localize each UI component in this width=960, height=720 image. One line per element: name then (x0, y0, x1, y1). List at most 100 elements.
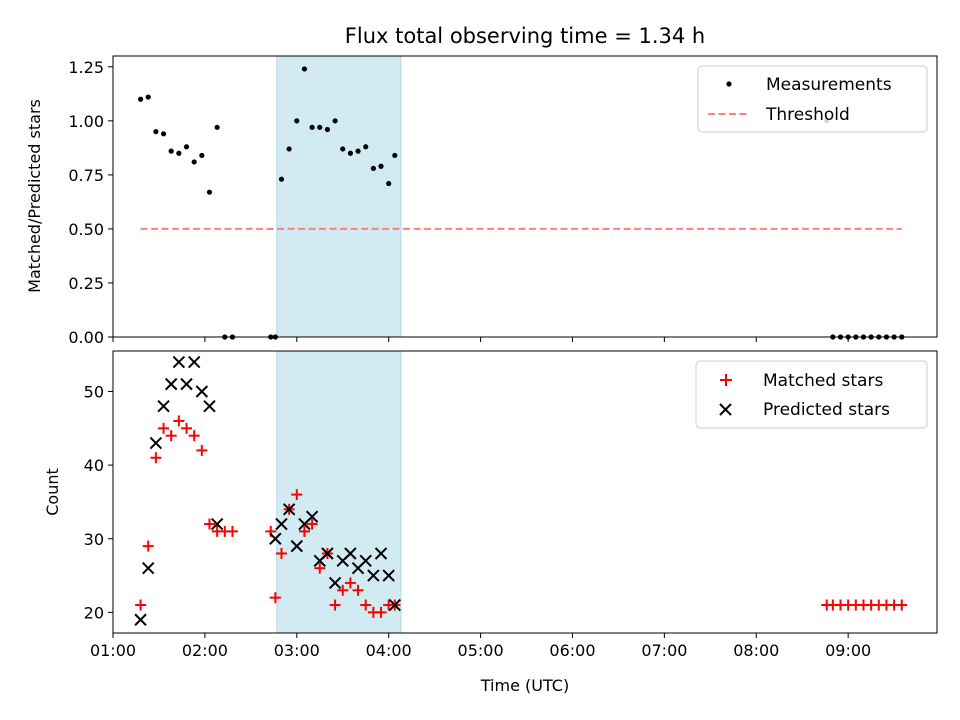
y-tick-label: 0.75 (68, 166, 104, 185)
measurement-point (153, 129, 159, 135)
x-axis-label: Time (UTC) (480, 676, 569, 695)
x-tick-label: 03:00 (274, 641, 320, 660)
measurement-point (378, 163, 384, 169)
matched-stars-point (226, 525, 238, 537)
bottom-axes-frame (112, 350, 938, 634)
measurement-point (191, 159, 197, 165)
measurement-point (183, 144, 190, 150)
measurement-point (332, 118, 338, 124)
predicted-stars-point (282, 503, 296, 516)
predicted-stars-point (142, 561, 155, 575)
predicted-stars-point (290, 539, 303, 553)
matched-stars-point (329, 599, 341, 611)
matched-stars-point (360, 599, 372, 611)
matched-stars-point (196, 444, 208, 456)
bottom-legend: Matched stars Predicted stars (695, 360, 928, 429)
measurement-point (386, 180, 392, 187)
legend-matched-label: Matched stars (763, 371, 883, 391)
bottom-y-axis-label: Count (43, 468, 62, 516)
matched-stars-point (203, 518, 215, 530)
matched-stars-point (337, 584, 349, 596)
matched-stars-point (352, 584, 364, 596)
predicted-stars-point (367, 569, 380, 582)
x-tick-label: 04:00 (366, 641, 412, 660)
matched-stars-point (165, 430, 177, 442)
matched-stars-point (135, 599, 147, 611)
top-panel: 0.00 0.25 0.50 0.75 1.00 1.25 Matched/Predict… (25, 55, 938, 347)
matched-stars-point (306, 518, 318, 530)
predicted-stars-point (187, 355, 201, 369)
bottom-plot-area (134, 350, 908, 634)
legend-measurements-marker (726, 81, 732, 87)
measurement-point (309, 124, 315, 130)
measurement-point (392, 152, 398, 159)
predicted-stars-point (374, 547, 388, 560)
y-tick-label: 40 (84, 456, 104, 475)
predicted-stars-point (172, 355, 186, 369)
predicted-stars-point (157, 400, 170, 413)
matched-stars-point (896, 599, 908, 611)
matched-stars-point (188, 430, 200, 442)
measurement-point (206, 189, 213, 195)
matched-stars-point (314, 562, 326, 574)
measurement-point (278, 176, 285, 182)
predicted-stars-point (180, 377, 193, 391)
measurement-point (286, 146, 292, 152)
predicted-stars-point (321, 547, 334, 560)
observing-interval-shade (276, 55, 402, 338)
legend-measurements-label: Measurements (766, 75, 892, 95)
legend-threshold-label: Threshold (765, 105, 850, 125)
matched-stars-point (344, 577, 356, 589)
x-tick-label: 01:00 (90, 641, 136, 660)
top-legend: Measurements Threshold (697, 65, 928, 133)
top-axes-frame (112, 55, 938, 338)
matched-stars-point (375, 606, 387, 618)
predicted-stars-point (305, 510, 319, 523)
legend-matched-marker (720, 374, 732, 386)
y-tick-label: 20 (84, 603, 104, 622)
matched-stars-point (269, 592, 281, 604)
x-tick-label: 06:00 (549, 641, 595, 660)
top-y-axis-label: Matched/Predicted stars (25, 99, 44, 293)
y-tick-label: 1.25 (68, 58, 104, 77)
bottom-y-ticks: 20 30 40 50 (84, 382, 113, 622)
measurement-point (347, 150, 353, 156)
measurement-point (145, 94, 151, 100)
measurement-point (363, 144, 369, 150)
y-tick-label: 0.00 (68, 328, 104, 347)
predicted-stars-point (382, 569, 395, 582)
predicted-stars-point (134, 613, 147, 626)
top-x-ticks (112, 337, 849, 342)
predicted-stars-point (164, 377, 178, 391)
matched-stars-point (173, 415, 185, 427)
measurement-point (137, 96, 144, 102)
matched-stars-point (291, 489, 303, 501)
measurement-point (355, 148, 361, 154)
legend-predicted-label: Predicted stars (763, 400, 890, 420)
y-tick-label: 1.00 (68, 112, 104, 131)
legend-predicted-marker (719, 403, 732, 416)
predicted-stars-point (149, 436, 163, 450)
measurement-point (214, 124, 220, 130)
measurement-point (160, 131, 167, 137)
x-tick-label: 08:00 (733, 641, 779, 660)
bottom-legend-box (695, 360, 928, 429)
x-tick-label: 09:00 (825, 641, 871, 660)
predicted-stars-point (359, 554, 372, 568)
measurement-point (340, 146, 346, 152)
matched-stars-point (142, 540, 154, 552)
predicted-stars-point (203, 400, 216, 413)
x-tick-label: 05:00 (458, 641, 504, 660)
measurement-point (176, 150, 182, 156)
y-tick-label: 30 (84, 530, 104, 549)
x-tick-label: 07:00 (641, 641, 687, 660)
bottom-x-ticks: 01:00 02:00 03:00 04:00 05:00 06:00 07:00 08:00… (90, 633, 871, 660)
predicted-stars-point (275, 517, 288, 531)
matched-stars-point (158, 422, 170, 434)
y-tick-label: 50 (84, 382, 104, 401)
x-tick-label: 02:00 (182, 641, 228, 660)
predicted-stars-point (269, 532, 282, 545)
predicted-stars-point (388, 598, 402, 612)
